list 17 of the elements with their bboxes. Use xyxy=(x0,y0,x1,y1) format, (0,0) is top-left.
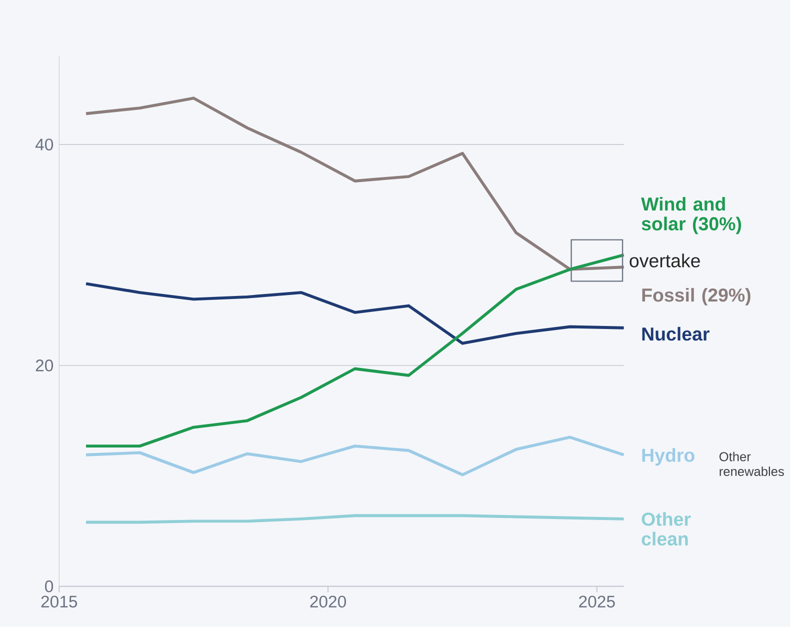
x-tick-label: 2025 xyxy=(579,596,615,608)
text: Other renewables xyxy=(719,452,784,476)
line-series xyxy=(84,436,626,476)
y-tick-label: 0 xyxy=(45,580,54,592)
series-label: Other clean xyxy=(642,512,691,546)
line-series xyxy=(84,282,626,345)
y-tick-label: 40 xyxy=(35,138,54,151)
series-label: Hydro xyxy=(642,448,694,466)
series-label: Nuclear xyxy=(642,327,710,341)
y-tick-label: 20 xyxy=(36,360,54,372)
annotation: overtake xyxy=(630,254,700,268)
x-tick-label: 2020 xyxy=(310,596,346,608)
series-label: Fossil (29%) xyxy=(642,288,750,306)
series-label: Wind and solar (30%) xyxy=(641,197,742,234)
x-tick-label: 2015 xyxy=(41,596,78,608)
line-series xyxy=(84,96,626,271)
line-series xyxy=(84,254,626,448)
